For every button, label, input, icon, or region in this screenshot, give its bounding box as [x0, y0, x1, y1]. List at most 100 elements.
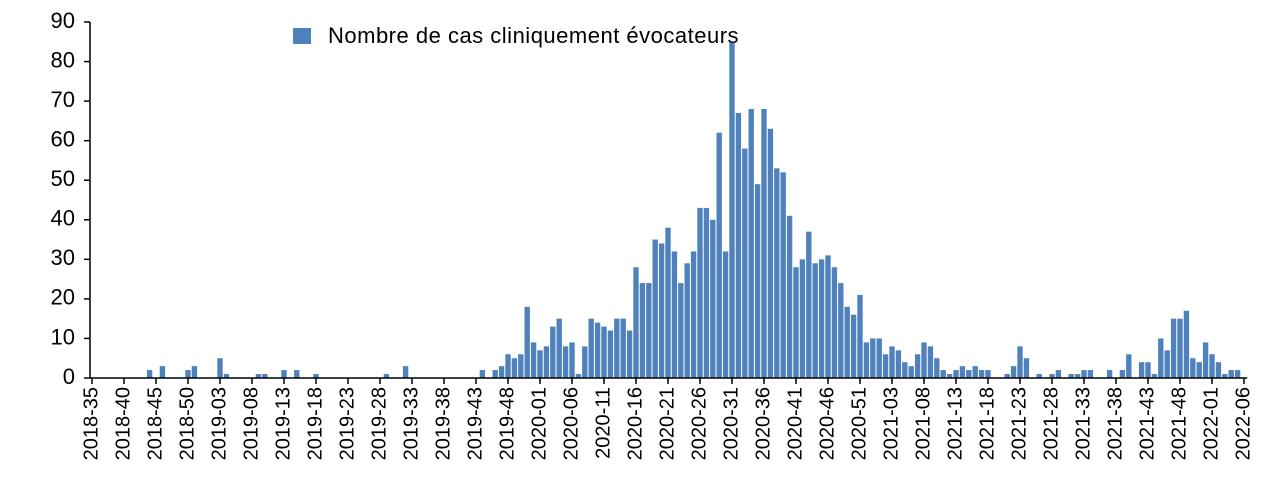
- bar: [934, 358, 940, 378]
- bar: [505, 354, 511, 378]
- bar: [838, 283, 844, 378]
- bar: [812, 263, 818, 378]
- bar: [383, 374, 390, 378]
- bar: [1234, 370, 1241, 378]
- bar: [748, 109, 754, 379]
- x-tick-label: 2021-48: [1168, 387, 1190, 460]
- bar: [556, 318, 562, 378]
- x-tick-label: 2019-08: [240, 387, 262, 460]
- bar: [518, 354, 524, 378]
- bar: [601, 326, 607, 378]
- bar: [537, 350, 543, 378]
- x-tick-label: 2019-03: [208, 387, 230, 460]
- bar: [479, 370, 486, 378]
- bar: [1209, 354, 1215, 378]
- bar: [1170, 318, 1177, 378]
- bar: [594, 322, 601, 378]
- bar: [831, 267, 838, 378]
- bar: [735, 112, 742, 378]
- bar: [1183, 310, 1190, 378]
- bar: [729, 41, 735, 379]
- bar: [255, 374, 262, 378]
- bar: [799, 259, 806, 378]
- bar: [921, 342, 927, 378]
- bar: [914, 354, 921, 378]
- bar: [185, 370, 191, 378]
- bar: [1055, 370, 1062, 378]
- bar: [646, 283, 652, 378]
- bar: [524, 306, 530, 378]
- y-tick-label: 10: [51, 324, 75, 349]
- bar: [684, 263, 690, 378]
- x-tick-label: 2020-31: [720, 387, 742, 460]
- bar: [1081, 370, 1087, 378]
- x-tick-label: 2020-21: [656, 387, 678, 460]
- bar: [946, 374, 953, 378]
- x-tick-label: 2019-28: [368, 387, 390, 460]
- bar: [818, 259, 825, 378]
- x-tick-label: 2021-18: [976, 387, 998, 460]
- bar: [626, 330, 633, 378]
- y-tick-label: 40: [51, 206, 75, 231]
- x-tick-label: 2019-33: [400, 387, 422, 460]
- bar: [1074, 374, 1081, 378]
- y-tick-label: 70: [51, 87, 75, 112]
- bar: [1004, 374, 1010, 378]
- legend-swatch: [293, 28, 311, 44]
- bar: [1190, 358, 1196, 378]
- x-tick-label: 2021-33: [1072, 387, 1094, 460]
- bar: [191, 366, 198, 378]
- x-tick-label: 2019-13: [272, 387, 294, 460]
- y-tick-label: 20: [51, 285, 75, 310]
- x-tick-label: 2019-38: [432, 387, 454, 460]
- bar: [217, 358, 223, 378]
- bar: [927, 346, 934, 378]
- y-tick-label: 0: [63, 364, 75, 389]
- bar: [575, 374, 582, 378]
- bar: [761, 109, 767, 379]
- bar: [774, 168, 780, 378]
- bar: [402, 366, 409, 378]
- bar: [294, 370, 300, 378]
- bar: [159, 366, 166, 378]
- bar: [882, 354, 889, 378]
- bar: [1106, 370, 1113, 378]
- x-tick-label: 2018-40: [112, 387, 134, 460]
- bar: [614, 318, 620, 378]
- x-tick-label: 2021-13: [944, 387, 966, 460]
- x-tick-label: 2021-38: [1104, 387, 1126, 460]
- x-tick-label: 2021-03: [880, 387, 902, 460]
- bar: [978, 370, 985, 378]
- x-tick-label: 2020-26: [688, 387, 710, 460]
- bar: [1023, 358, 1030, 378]
- bar: [665, 227, 671, 378]
- bar: [281, 370, 287, 378]
- bar: [262, 374, 268, 378]
- bar: [876, 338, 882, 378]
- x-tick-label: 2020-36: [752, 387, 774, 460]
- bar: [780, 172, 786, 378]
- bar: [313, 374, 319, 378]
- y-tick-label: 60: [51, 126, 75, 151]
- y-tick-label: 50: [51, 166, 75, 191]
- bar: [492, 370, 498, 378]
- y-tick-label: 90: [51, 8, 75, 33]
- x-tick-label: 2020-01: [528, 387, 550, 460]
- bar: [972, 366, 978, 378]
- bar: [1158, 338, 1164, 378]
- bar: [850, 314, 857, 378]
- bar: [1087, 370, 1094, 378]
- x-tick-label: 2021-28: [1040, 387, 1062, 460]
- bar: [716, 132, 722, 378]
- bar: [671, 251, 678, 378]
- bar: [511, 358, 518, 378]
- bar: [1119, 370, 1126, 378]
- bar: [1164, 350, 1170, 378]
- bar: [710, 219, 716, 378]
- bar: [786, 215, 793, 378]
- x-tick-label: 2020-16: [624, 387, 646, 460]
- bar: [1228, 370, 1234, 378]
- bar: [940, 370, 946, 378]
- bar: [678, 283, 684, 378]
